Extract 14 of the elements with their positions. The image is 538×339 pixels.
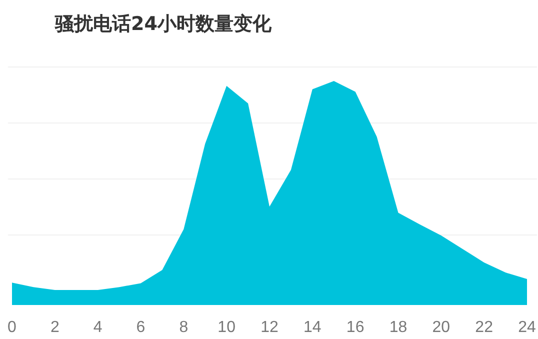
x-tick-label: 18	[389, 319, 408, 336]
x-tick-label: 10	[218, 319, 236, 336]
x-tick-label: 16	[346, 319, 364, 336]
x-tick-label: 0	[8, 319, 17, 336]
x-tick-label: 14	[304, 319, 322, 336]
x-tick-label: 8	[179, 319, 188, 336]
x-tick-label: 24	[518, 319, 536, 336]
x-tick-label: 2	[50, 319, 60, 336]
x-tick-label: 22	[475, 319, 494, 336]
x-tick-label: 4	[93, 319, 102, 336]
x-tick-label: 20	[432, 319, 450, 336]
x-tick-label: 6	[136, 319, 146, 336]
chart-title: 骚扰电话24小时数量变化	[54, 13, 272, 35]
x-tick-label: 12	[260, 319, 278, 336]
